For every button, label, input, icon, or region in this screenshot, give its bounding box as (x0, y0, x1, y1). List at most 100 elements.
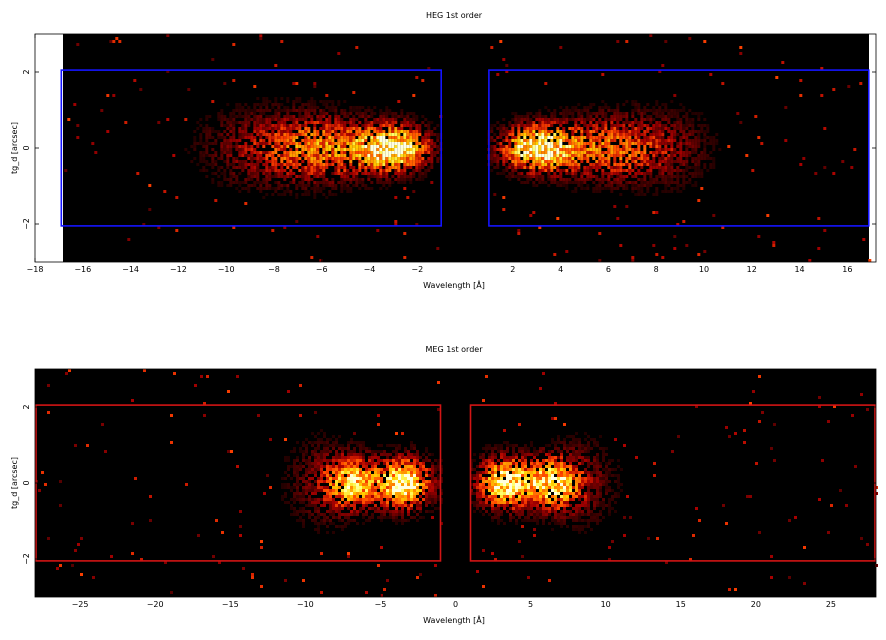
heatmap-cell (533, 528, 536, 531)
heatmap-cell (244, 181, 247, 184)
heatmap-cell (562, 160, 565, 163)
heatmap-cell (610, 124, 613, 127)
heatmap-cell (389, 486, 392, 489)
heatmap-cell (386, 456, 389, 459)
heatmap-cell (382, 154, 385, 157)
heatmap-cell (346, 139, 349, 142)
heatmap-cell (259, 187, 262, 190)
heatmap-cell (355, 175, 358, 178)
heatmap-cell (322, 130, 325, 133)
heatmap-cell (386, 462, 389, 465)
heatmap-cell (325, 103, 328, 106)
heatmap-cell (253, 85, 256, 88)
heatmap-cell (520, 148, 523, 151)
heatmap-cell (355, 106, 358, 109)
heatmap-cell (413, 453, 416, 456)
heatmap-cell (361, 130, 364, 133)
heatmap-cell (202, 154, 205, 157)
heatmap-cell (286, 97, 289, 100)
heatmap-cell (412, 169, 415, 172)
heatmap-cell (553, 121, 556, 124)
heatmap-cell (235, 148, 238, 151)
heatmap-cell (284, 492, 287, 495)
heatmap-cell (346, 157, 349, 160)
heatmap-cell (407, 519, 410, 522)
heatmap-cell (292, 166, 295, 169)
heatmap-cell (493, 148, 496, 151)
heatmap-cell (308, 501, 311, 504)
heatmap-cell (338, 516, 341, 519)
heatmap-cell (511, 157, 514, 160)
heatmap-cell (352, 145, 355, 148)
heatmap-cell (277, 127, 280, 130)
heatmap-cell (389, 483, 392, 486)
heatmap-cell (565, 145, 568, 148)
heatmap-cell (598, 178, 601, 181)
heatmap-cell (232, 166, 235, 169)
heatmap-cell (398, 483, 401, 486)
heatmap-cell (299, 468, 302, 471)
heatmap-cell (580, 154, 583, 157)
heatmap-cell (646, 115, 649, 118)
heatmap-cell (322, 163, 325, 166)
heatmap-cell (565, 118, 568, 121)
heatmap-cell (340, 160, 343, 163)
heatmap-cell (211, 166, 214, 169)
heatmap-cell (365, 450, 368, 453)
heatmap-cell (533, 468, 536, 471)
heatmap-cell (400, 160, 403, 163)
heatmap-cell (389, 477, 392, 480)
heatmap-cell (265, 109, 268, 112)
heatmap-cell (473, 477, 476, 480)
heatmap-cell (491, 453, 494, 456)
heatmap-cell (430, 181, 433, 184)
heatmap-cell (373, 166, 376, 169)
heatmap-cell (598, 148, 601, 151)
heatmap-cell (316, 169, 319, 172)
heatmap-cell (314, 498, 317, 501)
heatmap-cell (392, 498, 395, 501)
heatmap-cell (610, 175, 613, 178)
heatmap-cell (343, 109, 346, 112)
heatmap-cell (118, 40, 121, 43)
heatmap-cell (251, 576, 254, 579)
heatmap-cell (497, 507, 500, 510)
heatmap-cell (347, 483, 350, 486)
heatmap-cell (667, 154, 670, 157)
heatmap-cell (250, 157, 253, 160)
heatmap-cell (431, 510, 434, 513)
heatmap-cell (205, 130, 208, 133)
heatmap-cell (497, 468, 500, 471)
heatmap-cell (361, 139, 364, 142)
heatmap-cell (425, 486, 428, 489)
heatmap-cell (415, 127, 418, 130)
heatmap-cell (367, 133, 370, 136)
heatmap-cell (253, 142, 256, 145)
heatmap-cell (508, 172, 511, 175)
heatmap-cell (799, 94, 802, 97)
heatmap-cell (619, 118, 622, 121)
heatmap-cell (214, 151, 217, 154)
heatmap-cell (518, 507, 521, 510)
heatmap-cell (211, 181, 214, 184)
heatmap-cell (286, 163, 289, 166)
heatmap-cell (586, 130, 589, 133)
heatmap-cell (394, 178, 397, 181)
heatmap-cell (613, 163, 616, 166)
heatmap-cell (106, 94, 109, 97)
heatmap-cell (541, 163, 544, 166)
heatmap-cell (526, 133, 529, 136)
heatmap-cell (311, 501, 314, 504)
heatmap-cell (259, 124, 262, 127)
heatmap-cell (313, 112, 316, 115)
heatmap-cell (253, 130, 256, 133)
heatmap-cell (277, 169, 280, 172)
heatmap-cell (649, 109, 652, 112)
heatmap-cell (373, 169, 376, 172)
heatmap-cell (409, 136, 412, 139)
heatmap-cell (293, 486, 296, 489)
heatmap-cell (352, 178, 355, 181)
heatmap-cell (799, 79, 802, 82)
heatmap-cell (538, 121, 541, 124)
heatmap-cell (284, 471, 287, 474)
